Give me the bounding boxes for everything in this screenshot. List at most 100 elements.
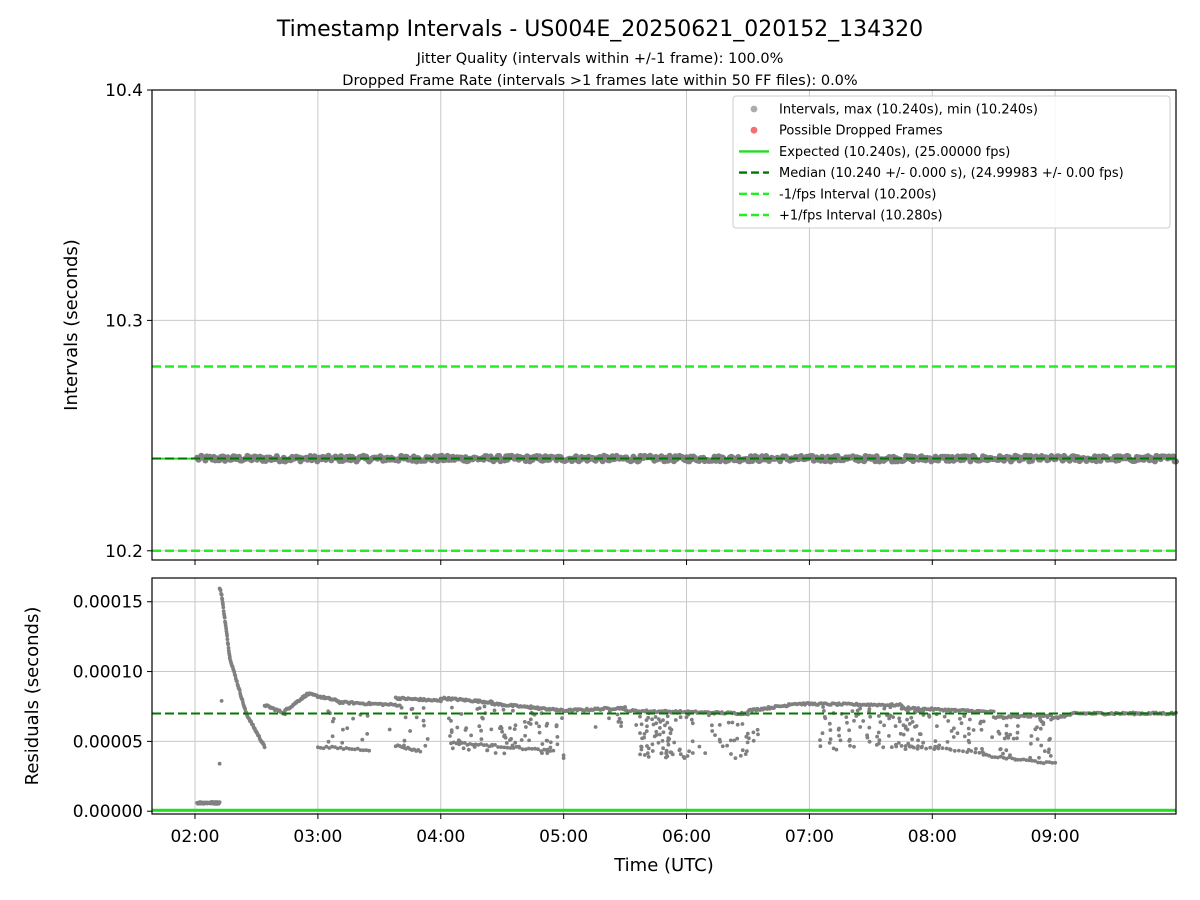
residual-point	[659, 751, 664, 755]
residual-point	[449, 719, 453, 723]
bottom-y-tick-label: 0.00010	[73, 663, 143, 683]
residual-point	[958, 716, 962, 721]
residual-point	[330, 744, 334, 749]
residual-point	[962, 714, 967, 718]
residual-point	[533, 746, 537, 751]
residual-point	[508, 746, 513, 750]
residual-point	[503, 735, 508, 740]
residual-point	[463, 728, 468, 732]
residual-point	[1033, 759, 1037, 763]
residual-point	[650, 749, 655, 753]
residual-point	[462, 741, 467, 745]
residual-point	[480, 715, 484, 720]
legend-marker-dot	[750, 126, 758, 134]
residual-point	[222, 615, 227, 620]
residual-point	[844, 715, 849, 719]
legend-label: Intervals, max (10.240s), min (10.240s)	[779, 103, 1038, 118]
residual-point	[513, 723, 518, 728]
residual-point	[340, 740, 345, 745]
residual-point	[656, 717, 661, 721]
residual-point	[848, 743, 852, 748]
residual-point	[690, 751, 695, 755]
residual-point	[517, 744, 521, 749]
residual-point	[326, 709, 331, 714]
residual-point	[949, 729, 954, 733]
residual-point	[642, 753, 647, 757]
residual-point	[561, 756, 566, 760]
residual-point	[341, 727, 345, 732]
residual-point	[367, 748, 371, 753]
residual-point	[901, 732, 906, 737]
residual-point	[1053, 760, 1058, 765]
residual-point	[990, 755, 994, 759]
bottom-panel-frame	[151, 577, 1177, 815]
residual-point	[482, 704, 487, 709]
residual-point	[638, 714, 642, 719]
residual-point	[509, 737, 513, 741]
residual-point	[235, 679, 239, 684]
residual-point	[663, 723, 667, 728]
residual-point	[887, 734, 891, 738]
residual-point	[535, 706, 539, 711]
legend-label: Expected (10.240s), (25.00000 fps)	[779, 145, 1010, 160]
residual-point	[827, 721, 832, 726]
residual-point	[664, 755, 668, 760]
residual-point	[1001, 751, 1005, 756]
residual-point	[540, 742, 545, 746]
residual-point	[977, 750, 982, 755]
residual-point	[475, 707, 480, 711]
residual-point	[751, 738, 756, 743]
residual-point	[1036, 760, 1040, 765]
residual-point	[974, 747, 978, 751]
residual-point	[225, 637, 230, 642]
residual-point	[519, 738, 524, 742]
x-tick-label: 07:00	[785, 827, 834, 847]
residual-point	[490, 742, 494, 747]
x-tick-label: 09:00	[1031, 827, 1080, 847]
residual-point	[959, 721, 964, 726]
bottom-panel-reference-lines	[152, 712, 1176, 812]
residual-point	[561, 753, 566, 758]
residual-point	[962, 734, 967, 739]
residual-point	[924, 746, 928, 751]
residual-point	[717, 723, 722, 727]
residual-point	[524, 725, 528, 729]
residual-point	[522, 720, 527, 724]
residual-point	[955, 731, 960, 736]
residual-point	[646, 715, 651, 720]
residual-point	[818, 744, 823, 749]
residual-point	[469, 733, 473, 738]
top-panel-points	[152, 452, 1179, 465]
residual-point	[717, 737, 722, 742]
bottom-panel-xlabel: Time (UTC)	[613, 855, 714, 876]
residual-point	[738, 753, 743, 758]
residual-point	[910, 720, 915, 724]
residual-point	[645, 724, 649, 729]
residual-point	[218, 588, 223, 593]
residual-point	[619, 724, 623, 728]
residual-point	[364, 748, 369, 752]
residual-point	[607, 709, 612, 713]
residual-point	[450, 705, 454, 710]
residual-point	[1011, 736, 1016, 741]
residual-point	[728, 738, 733, 743]
residual-point	[654, 733, 659, 737]
residual-point	[523, 747, 528, 752]
residual-point	[966, 747, 971, 752]
residual-point	[732, 738, 737, 743]
residual-point	[219, 592, 224, 597]
residual-point	[360, 737, 365, 742]
residual-point	[321, 746, 326, 751]
residual-point	[615, 712, 620, 717]
residual-point	[917, 732, 922, 736]
residual-point	[642, 732, 647, 736]
bottom-y-tick-label: 0.00000	[73, 802, 143, 822]
residual-point	[1008, 732, 1012, 737]
top-panel-ylabel: Intervals (seconds)	[61, 239, 82, 411]
residual-point	[1050, 761, 1055, 765]
residual-point	[500, 729, 504, 734]
residual-point	[414, 715, 419, 720]
residual-point	[361, 748, 366, 753]
